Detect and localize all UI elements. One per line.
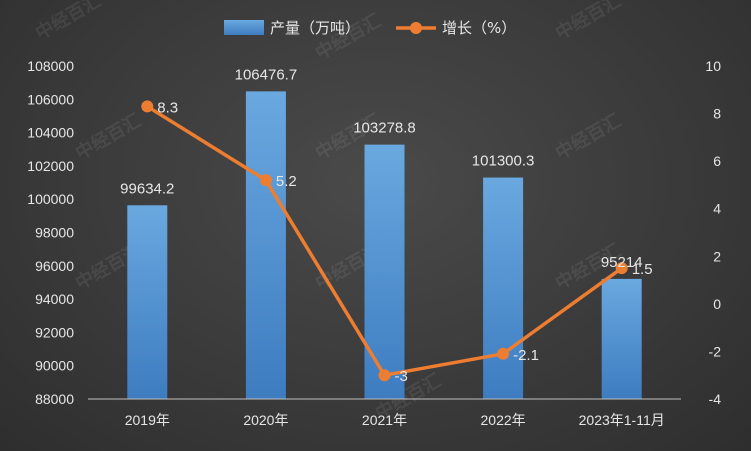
bar (245, 91, 286, 399)
line-layer (141, 100, 628, 382)
y-left-tick-label: 96000 (35, 258, 74, 274)
y-left-tick-label: 104000 (27, 125, 74, 141)
bar-value-label: 101300.3 (472, 153, 535, 170)
watermark-text: 中经百汇 (32, 0, 105, 44)
bar (601, 278, 642, 399)
watermark-text: 中经百汇 (72, 109, 145, 164)
growth-value-label: -2.1 (513, 347, 539, 364)
growth-value-label: 8.3 (157, 99, 178, 116)
legend-line-marker (410, 22, 422, 34)
labels-layer: 99634.2 106476.7 103278.8 101300.3 95214 8.3 5… (120, 66, 652, 385)
bar-value-label: 99634.2 (120, 180, 174, 197)
y-right-tick-label: 10 (705, 58, 721, 74)
y-left-tick-label: 100000 (27, 191, 74, 207)
growth-value-label: 1.5 (632, 261, 653, 278)
growth-point (497, 347, 510, 360)
y-left-tick-label: 108000 (27, 58, 74, 74)
bar (483, 177, 524, 399)
y-right-tick-label: 0 (713, 296, 721, 312)
y-right-tick-label: 6 (713, 153, 721, 169)
y-left-tick-label: 102000 (27, 158, 74, 174)
y-right-tick-label: -4 (709, 391, 722, 407)
y-left-tick-label: 92000 (35, 324, 74, 340)
y-left-tick-label: 106000 (27, 91, 74, 107)
y-right-tick-label: 4 (713, 201, 721, 217)
growth-point (378, 369, 391, 382)
growth-value-label: -3 (395, 368, 408, 385)
watermark-text: 中经百汇 (552, 0, 625, 44)
bar-value-label: 106476.7 (235, 66, 298, 83)
x-tick-label: 2020年 (243, 412, 288, 428)
x-tick-label: 2019年 (125, 412, 170, 428)
y-left-tick-label: 88000 (35, 391, 74, 407)
y-left-tick-label: 98000 (35, 225, 74, 241)
watermark-text: 中经百汇 (552, 109, 625, 164)
legend: 产量（万吨） 增长（%） (224, 19, 516, 37)
legend-bar-swatch (224, 20, 264, 35)
y-left-tick-label: 94000 (35, 291, 74, 307)
x-tick-label: 2021年 (362, 412, 407, 428)
axis-layer: 8800090000920009400096000980001000001020… (27, 58, 721, 428)
y-right-tick-label: 8 (713, 106, 721, 122)
bar-value-label: 103278.8 (353, 120, 416, 137)
bars-layer (127, 91, 642, 399)
bar (364, 144, 405, 399)
growth-point (615, 262, 628, 275)
growth-value-label: 5.2 (276, 173, 297, 190)
bar-value-label: 95214 (601, 254, 643, 271)
growth-point (259, 174, 272, 187)
y-right-tick-label: -2 (709, 343, 722, 359)
bar (127, 205, 168, 399)
growth-point (141, 100, 154, 113)
x-tick-label: 2023年1-11月 (579, 412, 665, 428)
x-tick-label: 2022年 (481, 412, 526, 428)
legend-bar-label: 产量（万吨） (270, 19, 360, 37)
y-left-tick-label: 90000 (35, 358, 74, 374)
legend-line-label: 增长（%） (442, 19, 516, 37)
y-right-tick-label: 2 (713, 248, 721, 264)
